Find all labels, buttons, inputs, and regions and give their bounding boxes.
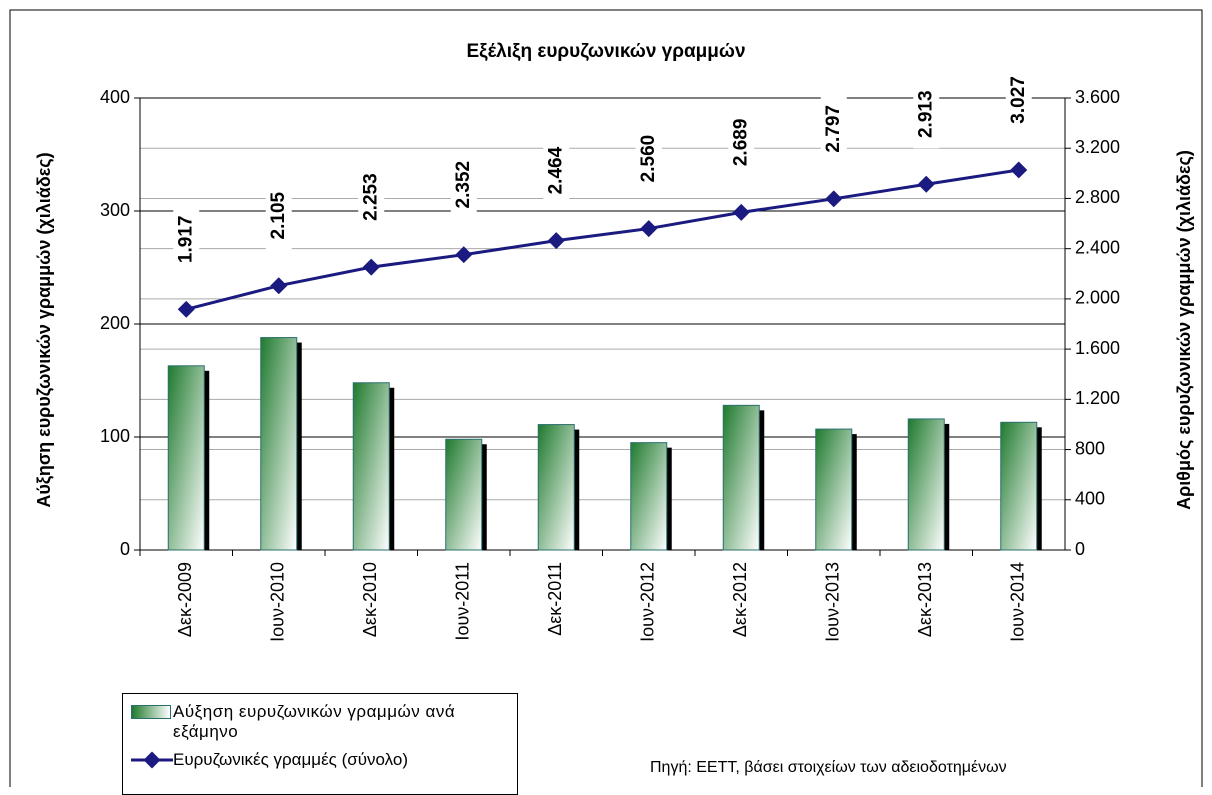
data-label: 1.917	[175, 216, 196, 264]
line-marker	[825, 190, 843, 208]
y2-tick-label: 3.600	[1075, 87, 1120, 107]
line-marker	[362, 258, 380, 276]
line-marker	[917, 175, 935, 193]
bar	[630, 442, 668, 551]
data-label: 2.913	[915, 90, 936, 138]
y-tick-label: 100	[100, 426, 130, 446]
data-label-bg	[913, 80, 940, 149]
bar	[907, 418, 945, 551]
line-marker	[732, 203, 750, 221]
y2-tick-label: 3.200	[1075, 137, 1120, 157]
bar	[445, 438, 483, 551]
line-marker	[547, 232, 565, 250]
data-label-bg	[728, 108, 755, 177]
data-label-bg	[358, 163, 385, 232]
x-tick-label: Δεκ-2013	[915, 562, 935, 637]
line-marker	[1010, 161, 1028, 179]
data-label: 2.352	[453, 161, 474, 209]
bar	[537, 424, 575, 551]
y-tick-label: 200	[100, 313, 130, 333]
x-tick-label: Ιουν-2013	[823, 562, 843, 642]
data-label-bg	[1005, 65, 1032, 134]
line-marker	[177, 300, 195, 318]
source-note: Πηγή: ΕΕΤΤ, βάσει στοιχείων των αδειοδοτ…	[650, 759, 1007, 776]
data-label: 2.560	[638, 135, 659, 183]
data-label: 2.253	[360, 173, 381, 221]
data-label: 2.689	[730, 119, 751, 167]
chart-border	[9, 9, 1203, 787]
y-tick-label: 300	[100, 200, 130, 220]
legend-label: Αύξηση ευρυζωνικών γραμμών ανά εξάμηνο	[173, 702, 456, 741]
data-label-bg	[450, 150, 477, 219]
x-tick-label: Ιουν-2014	[1008, 562, 1028, 642]
bar	[167, 365, 205, 551]
y-axis-title: Αύξηση ευρυζωνικών γραμμών (χιλιάδες)	[34, 152, 55, 507]
chart-title: Εξέλιξη ευρυζωνικών γραμμών	[466, 41, 745, 62]
x-tick-label: Δεκ-2012	[730, 562, 750, 637]
data-label-bg	[543, 136, 570, 205]
legend-key	[131, 750, 173, 775]
bar	[1000, 421, 1038, 551]
bar	[352, 382, 390, 551]
y2-tick-label: 0	[1075, 539, 1085, 559]
y2-axis-title: Αριθμός ευρυζωνικών γραμμών (χιλιάδες)	[1174, 150, 1195, 510]
line	[185, 168, 1019, 311]
data-label-bg	[173, 205, 200, 274]
x-tick-label: Ιουν-2010	[268, 562, 288, 642]
bar	[815, 428, 853, 551]
data-label: 2.797	[823, 105, 844, 153]
data-label-bg	[265, 181, 292, 250]
line-marker	[455, 246, 473, 264]
data-label-bg	[635, 124, 662, 193]
data-label: 2.105	[268, 191, 289, 239]
data-label-bg	[820, 94, 847, 163]
y2-tick-label: 1.600	[1075, 338, 1120, 358]
y2-tick-label: 2.400	[1075, 237, 1120, 257]
x-tick-label: Δεκ-2010	[360, 562, 380, 637]
y2-tick-label: 2.000	[1075, 288, 1120, 308]
line-marker	[270, 277, 288, 295]
x-tick-label: Ιουν-2012	[638, 562, 658, 642]
bar	[722, 404, 760, 551]
y2-tick-label: 1.200	[1075, 388, 1120, 408]
bar	[260, 337, 298, 551]
x-tick-label: Δεκ-2011	[545, 562, 565, 636]
data-label: 3.027	[1008, 76, 1029, 124]
legend: Αύξηση ευρυζωνικών γραμμών ανά εξάμηνο Ε…	[122, 693, 518, 795]
x-tick-label: Ιουν-2011	[453, 562, 473, 641]
legend-key	[131, 702, 173, 742]
y2-tick-label: 800	[1075, 438, 1105, 458]
x-tick-label: Δεκ-2009	[175, 562, 195, 637]
line-marker	[640, 220, 658, 238]
y2-tick-label: 400	[1075, 489, 1105, 509]
y-tick-label: 400	[100, 87, 130, 107]
y2-tick-label: 2.800	[1075, 187, 1120, 207]
legend-label: Ευρυζωνικές γραμμές (σύνολο)	[173, 750, 409, 769]
y-tick-label: 0	[120, 539, 130, 559]
data-label: 2.464	[545, 146, 566, 194]
